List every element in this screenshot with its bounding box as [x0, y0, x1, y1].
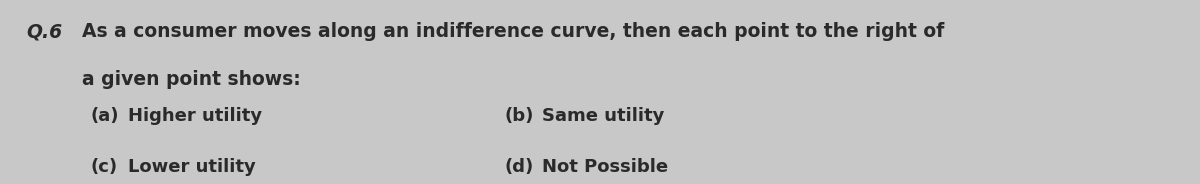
Text: (c): (c)	[90, 158, 118, 176]
Text: (b): (b)	[504, 107, 533, 125]
Text: (a): (a)	[90, 107, 119, 125]
Text: Same utility: Same utility	[542, 107, 665, 125]
Text: Lower utility: Lower utility	[128, 158, 256, 176]
Text: Q.6: Q.6	[26, 22, 62, 41]
Text: a given point shows:: a given point shows:	[82, 70, 300, 89]
Text: Higher utility: Higher utility	[128, 107, 263, 125]
Text: As a consumer moves along an indifference curve, then each point to the right of: As a consumer moves along an indifferenc…	[82, 22, 944, 41]
Text: (d): (d)	[504, 158, 533, 176]
Text: Not Possible: Not Possible	[542, 158, 668, 176]
